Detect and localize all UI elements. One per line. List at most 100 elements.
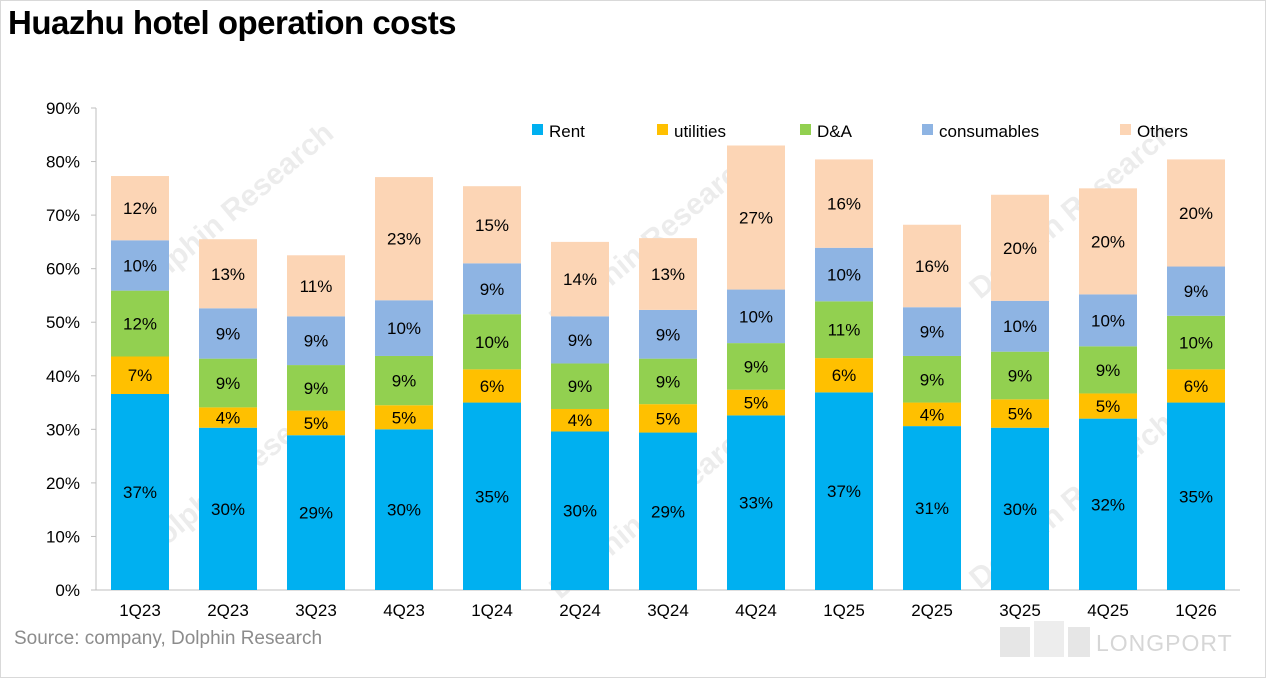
y-tick-label: 30%: [46, 420, 80, 439]
bar-segment-da: [1079, 346, 1137, 394]
bar-segment-consumables: [111, 240, 169, 291]
data-label: 5%: [1096, 397, 1121, 416]
longport-logo-icon: [1000, 621, 1090, 657]
y-tick-label: 80%: [46, 153, 80, 172]
data-label: 10%: [387, 319, 421, 338]
x-tick-label: 1Q25: [823, 601, 865, 620]
legend-swatch: [1120, 124, 1131, 135]
y-tick-label: 90%: [46, 99, 80, 118]
data-label: 5%: [304, 414, 329, 433]
data-label: 5%: [1008, 405, 1033, 424]
data-label: 29%: [651, 502, 685, 521]
bar-segment-utilities: [727, 389, 785, 416]
data-label: 20%: [1003, 239, 1037, 258]
data-label: 10%: [475, 333, 509, 352]
data-label: 12%: [123, 315, 157, 334]
bar-segment-da: [551, 363, 609, 409]
data-label: 9%: [920, 323, 945, 342]
bar-segment-utilities: [199, 407, 257, 428]
source-note: Source: company, Dolphin Research: [14, 628, 323, 649]
data-label: 20%: [1179, 204, 1213, 223]
data-label: 30%: [211, 500, 245, 519]
x-tick-label: 3Q24: [647, 601, 689, 620]
bar-segment-others: [287, 255, 345, 317]
legend-label: D&A: [817, 122, 853, 141]
bar-segment-da: [463, 314, 521, 370]
x-tick-label: 2Q23: [207, 601, 249, 620]
data-label: 13%: [651, 265, 685, 284]
data-label: 12%: [123, 199, 157, 218]
bar-segment-consumables: [815, 247, 873, 302]
logo-text: LONGPORT: [1096, 630, 1233, 656]
data-label: 6%: [1184, 377, 1209, 396]
x-tick-label: 2Q25: [911, 601, 953, 620]
data-label: 4%: [568, 411, 593, 430]
bar-segment-da: [111, 290, 169, 357]
data-label: 9%: [744, 357, 769, 376]
bar-segment-rent: [727, 415, 785, 590]
chart-title: Huazhu hotel operation costs: [8, 4, 457, 41]
legend-swatch: [657, 124, 668, 135]
data-label: 37%: [827, 482, 861, 501]
bar-segment-others: [639, 238, 697, 310]
data-label: 10%: [1091, 311, 1125, 330]
data-label: 4%: [920, 405, 945, 424]
bar-segment-rent: [375, 429, 433, 590]
y-tick-label: 0%: [55, 581, 80, 600]
y-tick-label: 10%: [46, 527, 80, 546]
x-tick-label: 1Q24: [471, 601, 513, 620]
data-label: 9%: [656, 325, 681, 344]
data-label: 5%: [656, 409, 681, 428]
bar-segment-da: [815, 301, 873, 359]
legend-swatch: [532, 124, 543, 135]
bar-segment-utilities: [287, 410, 345, 436]
x-tick-label: 1Q23: [119, 601, 161, 620]
x-tick-label: 4Q24: [735, 601, 777, 620]
bar-segment-rent: [903, 426, 961, 590]
bar-segment-consumables: [991, 300, 1049, 352]
x-tick-label: 4Q25: [1087, 601, 1129, 620]
data-label: 27%: [739, 209, 773, 228]
bar-segment-da: [991, 351, 1049, 400]
bar-segment-utilities: [639, 404, 697, 433]
bars: 37% 7% 12% 10% 12% 30% 4% 9% 9% 13% 29% 5% 9% 9% 11% 30…: [111, 145, 1225, 590]
legend-label: Others: [1137, 122, 1188, 141]
data-label: 9%: [480, 280, 505, 299]
data-label: 14%: [563, 270, 597, 289]
data-label: 30%: [1003, 500, 1037, 519]
legend-label: utilities: [674, 122, 726, 141]
bar-segment-rent: [463, 402, 521, 590]
bar-segment-consumables: [199, 308, 257, 359]
data-label: 4%: [216, 409, 241, 428]
data-label: 35%: [1179, 487, 1213, 506]
legend-swatch: [922, 124, 933, 135]
bar-segment-rent: [111, 393, 169, 590]
bar-segment-consumables: [1167, 266, 1225, 316]
data-label: 6%: [480, 377, 505, 396]
data-label: 11%: [300, 277, 333, 296]
data-label: 9%: [216, 374, 241, 393]
data-label: 30%: [387, 501, 421, 520]
bar-segment-consumables: [727, 289, 785, 344]
data-label: 35%: [475, 487, 509, 506]
data-label: 10%: [123, 256, 157, 275]
bar-segment-da: [375, 355, 433, 406]
bar-segment-utilities: [111, 356, 169, 394]
bar-segment-others: [463, 186, 521, 264]
bar-segment-rent: [551, 431, 609, 590]
bar-segment-others: [375, 177, 433, 301]
data-label: 32%: [1091, 495, 1125, 514]
data-label: 16%: [827, 195, 861, 214]
bar-segment-rent: [815, 392, 873, 590]
data-label: 10%: [1179, 334, 1213, 353]
y-tick-label: 20%: [46, 474, 80, 493]
bar-segment-utilities: [991, 399, 1049, 428]
data-label: 30%: [563, 502, 597, 521]
bar-segment-rent: [1167, 402, 1225, 590]
bar-segment-da: [903, 355, 961, 403]
bar-segment-consumables: [1079, 294, 1137, 347]
bar-segment-utilities: [815, 358, 873, 393]
y-tick-label: 40%: [46, 367, 80, 386]
y-tick-label: 50%: [46, 313, 80, 332]
